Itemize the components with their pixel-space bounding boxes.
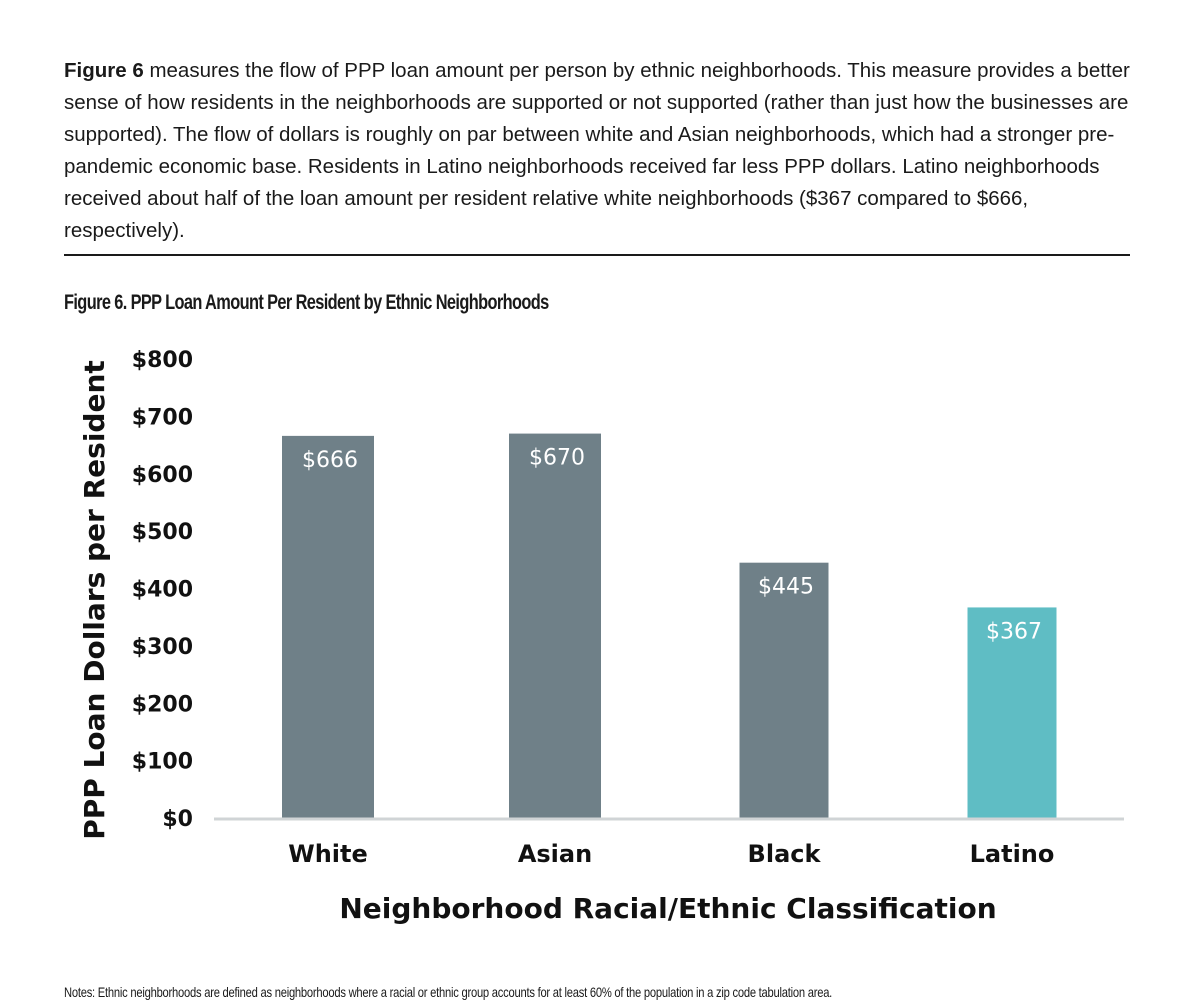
data-label-black: $445 [758,575,814,600]
y-tick-label: $300 [132,635,193,660]
y-tick-label: $200 [132,692,193,717]
y-tick-label: $800 [132,348,193,373]
y-tick-label: $600 [132,463,193,488]
notes: Notes: Ethnic neighborhoods are defined … [64,984,833,1000]
data-label-white: $666 [302,448,358,473]
category-label-latino: Latino [970,840,1055,868]
y-tick-label: $100 [132,750,193,775]
y-tick-label: $500 [132,520,193,545]
intro-paragraph: Figure 6 measures the flow of PPP loan a… [64,55,1144,247]
y-axis-ticks: $0 $100 $200 $300 $400 $500 $600 $700 $800 [132,348,193,832]
figure-title: Figure 6. PPP Loan Amount Per Resident b… [64,291,549,314]
bar-asian [509,433,601,818]
y-tick-label: $0 [162,807,193,832]
category-label-white: White [288,840,368,868]
intro-body: measures the flow of PPP loan amount per… [64,58,1130,242]
bar-white [282,435,374,818]
data-labels: $666 $670 $445 $367 [302,446,1042,645]
bar-black [739,562,829,818]
category-label-black: Black [748,840,822,868]
y-tick-label: $400 [132,578,193,603]
category-label-asian: Asian [518,840,592,868]
data-label-asian: $670 [529,446,585,471]
bar-latino [967,607,1057,818]
category-labels: White Asian Black Latino [288,840,1054,868]
intro-lead: Figure 6 [64,58,144,82]
x-axis-title: Neighborhood Racial/Ethnic Classificatio… [339,892,996,925]
bar-chart: $0$100$200$300$400$500$600$700$800 $666 $… [78,348,1124,925]
section-divider [64,254,1130,256]
y-axis-title: PPP Loan Dollars per Resident [78,360,111,840]
data-label-latino: $367 [986,619,1042,644]
y-tick-label: $700 [132,405,193,430]
bars [282,433,1057,818]
